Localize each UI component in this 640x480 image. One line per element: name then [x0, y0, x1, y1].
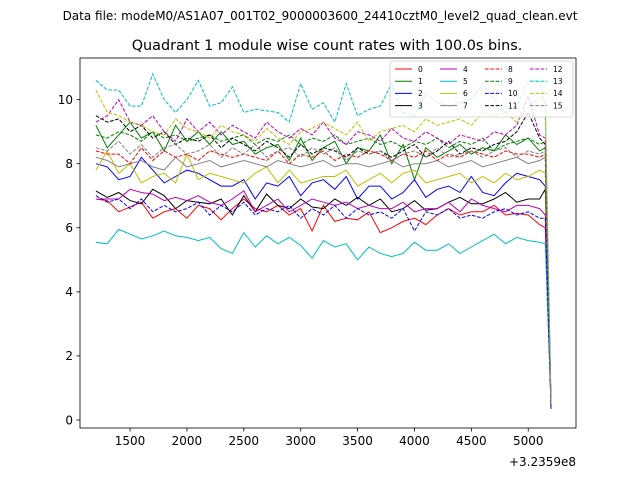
x-tick-label: 4000: [399, 434, 430, 448]
legend-label-10: 10: [508, 89, 518, 98]
series-line-10: [95, 195, 552, 408]
series-line-14: [95, 89, 552, 405]
y-axis: 0 2 4 6 8 10: [58, 93, 80, 427]
y-tick-label: 0: [65, 413, 73, 427]
figure-suptitle: Data file: modeM0/AS1A07_001T02_90000036…: [63, 9, 578, 23]
legend-label-4: 4: [463, 65, 468, 74]
series-line-1: [95, 121, 552, 401]
y-tick-label: 8: [65, 157, 73, 171]
x-tick-label: 3500: [342, 434, 373, 448]
legend-label-11: 11: [508, 101, 518, 110]
x-tick-label: 4500: [456, 434, 487, 448]
plot-frame: [79, 57, 577, 429]
series-line-3: [95, 187, 552, 409]
series-line-6: [95, 149, 552, 408]
series-line-8: [95, 146, 552, 405]
legend-box: [389, 60, 574, 118]
series-line-11: [95, 111, 552, 405]
legend-label-1: 1: [418, 77, 423, 86]
x-tick-label: 1500: [115, 434, 146, 448]
y-tick-label: 2: [65, 349, 73, 363]
legend-label-0: 0: [418, 65, 423, 74]
legend-label-9: 9: [508, 77, 513, 86]
chart-title: Quadrant 1 module wise count rates with …: [132, 38, 523, 54]
series-line-5: [95, 228, 552, 405]
legend-label-2: 2: [418, 89, 423, 98]
y-tick-label: 10: [58, 93, 73, 107]
series-layer: [95, 72, 552, 409]
y-tick-label: 6: [65, 221, 73, 235]
legend-label-14: 14: [553, 89, 563, 98]
series-line-7: [95, 156, 552, 405]
series-line-12: [95, 94, 552, 405]
x-tick-label: 5000: [513, 434, 544, 448]
legend-label-5: 5: [463, 77, 468, 86]
legend-label-8: 8: [508, 65, 513, 74]
legend-label-13: 13: [553, 77, 563, 86]
legend-label-7: 7: [463, 101, 468, 110]
x-tick-label: 2500: [229, 434, 260, 448]
series-line-15: [95, 140, 552, 405]
series-line-9: [95, 131, 552, 405]
legend-label-3: 3: [418, 101, 423, 110]
y-tick-label: 4: [65, 285, 73, 299]
legend-label-15: 15: [553, 101, 563, 110]
x-axis: 1500 2000 2500 3000 3500 4000 4500 5000: [115, 428, 544, 448]
x-offset-label: +3.2359e8: [509, 455, 576, 469]
x-tick-label: 2000: [172, 434, 203, 448]
series-line-13: [95, 72, 552, 405]
legend-label-12: 12: [553, 65, 563, 74]
series-line-4: [95, 188, 552, 405]
legend-label-6: 6: [463, 89, 468, 98]
x-tick-label: 3000: [285, 434, 316, 448]
series-line-0: [95, 198, 552, 406]
series-line-2: [95, 156, 552, 405]
